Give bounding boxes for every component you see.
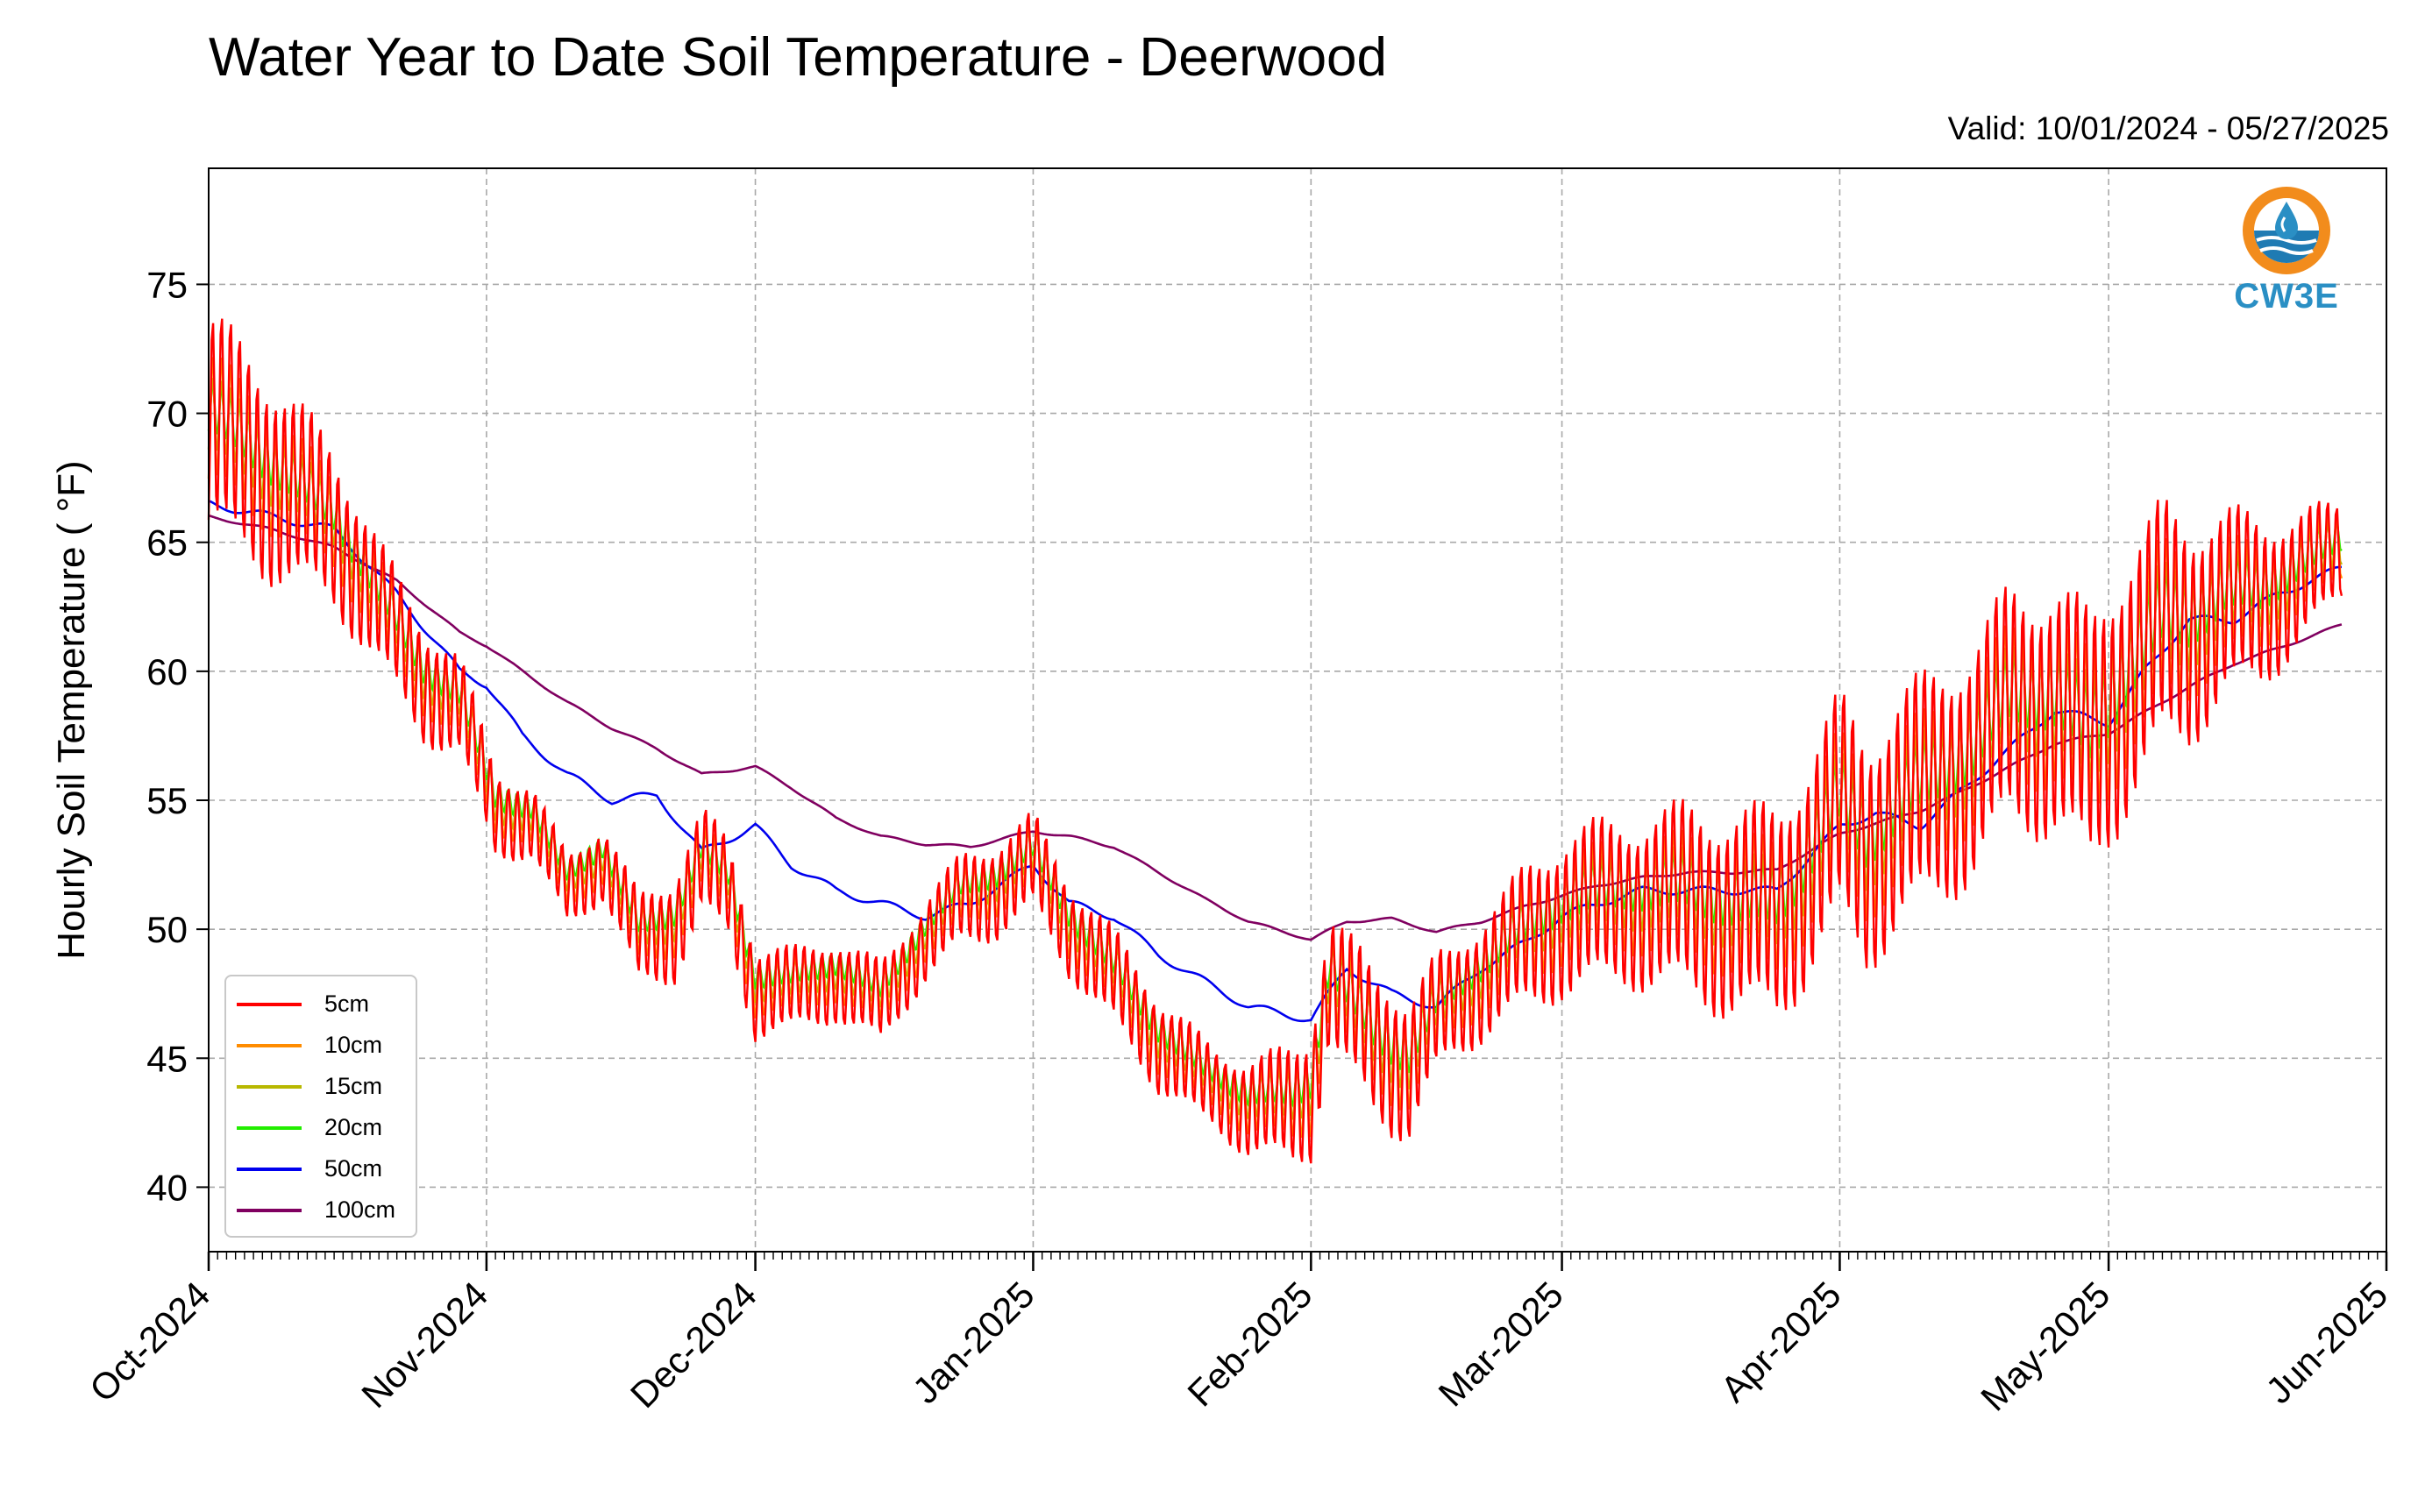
legend-label: 50cm [324, 1155, 383, 1182]
legend: 5cm 10cm 15cm 20cm 50cm 100cm [224, 975, 417, 1238]
legend-swatch [237, 1208, 302, 1212]
cw3e-logo-text: CW3E [2234, 277, 2339, 316]
legend-item: 5cm [226, 983, 416, 1025]
cw3e-water-drop-logo-icon [2243, 187, 2330, 274]
x-tick-label: Oct-2024 [82, 1274, 217, 1409]
legend-item: 100cm [226, 1189, 416, 1231]
legend-label: 100cm [324, 1196, 396, 1223]
x-tick-label: Feb-2025 [1179, 1274, 1319, 1414]
legend-item: 10cm [226, 1025, 416, 1066]
y-tick-label: 75 [146, 264, 188, 305]
x-tick-label: Jun-2025 [2258, 1274, 2395, 1411]
x-tick-label: May-2025 [1973, 1274, 2117, 1418]
x-tick-label: Dec-2024 [622, 1274, 765, 1416]
y-tick-label: 65 [146, 522, 188, 564]
series-line-50cm [208, 500, 2342, 1023]
legend-swatch [237, 1125, 302, 1130]
grid-layer [209, 168, 2386, 1252]
x-tick-label: Nov-2024 [353, 1274, 495, 1416]
axis-layer: 40 45 50 55 60 65 70 75 Oct-2024 Nov-2024 Dec-2024… [82, 264, 2395, 1418]
y-axis-label: Hourly Soil Temperature ( °F) [50, 460, 93, 959]
series-line-15cm [207, 377, 2343, 1120]
series-line-20cm [207, 384, 2343, 1110]
y-tick-label: 60 [146, 651, 188, 692]
series-line-100cm [208, 514, 2343, 941]
x-tick-label: Apr-2025 [1712, 1274, 1848, 1409]
series-layer [207, 318, 2343, 1164]
legend-label: 5cm [324, 990, 370, 1017]
legend-label: 15cm [324, 1073, 383, 1099]
legend-item: 15cm [226, 1066, 416, 1107]
series-line-10cm [207, 357, 2343, 1139]
y-tick-label: 70 [146, 394, 188, 435]
valid-date-range: Valid: 10/01/2024 - 05/27/2025 [1947, 110, 2389, 146]
cw3e-logo: CW3E [2234, 182, 2339, 323]
legend-swatch [237, 1084, 302, 1089]
legend-swatch [237, 1002, 302, 1006]
legend-label: 10cm [324, 1032, 383, 1058]
legend-swatch [237, 1167, 302, 1171]
legend-swatch [237, 1043, 302, 1047]
legend-item: 50cm [226, 1148, 416, 1189]
x-tick-label: Mar-2025 [1431, 1274, 1571, 1414]
x-tick-label: Jan-2025 [905, 1274, 1042, 1411]
chart-title: Water Year to Date Soil Temperature - De… [209, 27, 1388, 88]
y-tick-label: 50 [146, 909, 188, 950]
y-tick-label: 40 [146, 1167, 188, 1208]
legend-item: 20cm [226, 1107, 416, 1148]
plot-frame [208, 167, 2387, 1253]
legend-label: 20cm [324, 1114, 383, 1140]
y-tick-label: 45 [146, 1038, 188, 1079]
series-line-5cm [207, 318, 2343, 1164]
y-tick-label: 55 [146, 780, 188, 821]
